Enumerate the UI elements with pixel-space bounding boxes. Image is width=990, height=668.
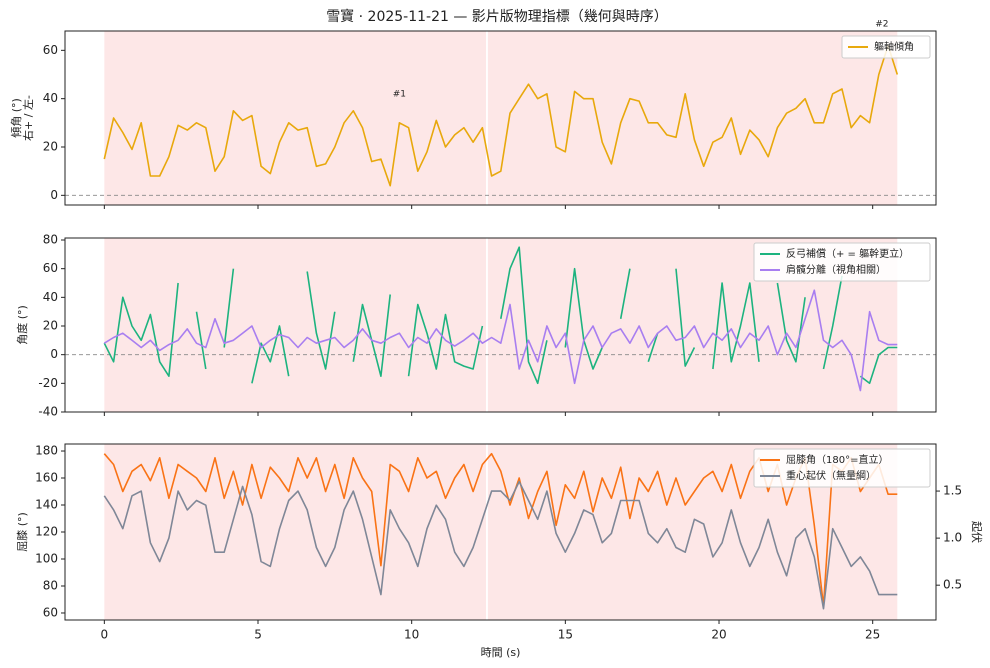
y2-tick-label: 1.5 xyxy=(943,484,962,498)
shaded-span xyxy=(104,31,487,205)
y-tick-label: 180 xyxy=(35,444,58,458)
y-tick-label: 60 xyxy=(43,261,58,275)
x-tick-label: 0 xyxy=(101,628,109,642)
annotation: #2 xyxy=(875,19,888,29)
y-tick-label: 0 xyxy=(50,188,58,202)
y-tick-label: 120 xyxy=(35,525,58,539)
x-axis-label: 時間 (s) xyxy=(481,646,521,659)
y2-tick-label: 0.5 xyxy=(943,578,962,592)
annotation: #1 xyxy=(393,89,406,99)
legend-label: 反弓補償（+ = 軀幹更立） xyxy=(786,247,909,260)
legend-label: 肩髖分離（視角相關） xyxy=(786,263,886,276)
axes-frame xyxy=(64,237,937,413)
legend-box xyxy=(841,35,931,59)
y2-tick-label: 1.0 xyxy=(943,531,962,545)
legend-label: 軀軸傾角 xyxy=(874,40,914,53)
y-tick-label: 60 xyxy=(43,605,58,619)
y-tick-label: 60 xyxy=(43,43,58,57)
y-tick-label: 40 xyxy=(43,290,58,304)
y-tick-label: 100 xyxy=(35,551,58,565)
x-tick-label: 5 xyxy=(254,628,262,642)
x-tick-label: 10 xyxy=(404,628,419,642)
axes-frame xyxy=(64,443,937,621)
y-tick-label: 160 xyxy=(35,471,58,485)
y-tick-label: 80 xyxy=(43,578,58,592)
y-tick-label: 20 xyxy=(43,140,58,154)
shaded-span xyxy=(104,444,487,620)
y-tick-label: 40 xyxy=(43,91,58,105)
shaded-span xyxy=(104,238,487,412)
y-tick-label: 140 xyxy=(35,498,58,512)
y-axis-label: 角度 (°) xyxy=(15,305,29,345)
series-line xyxy=(103,44,899,187)
y-axis-label: 傾角 (°) xyxy=(9,98,23,138)
x-tick-label: 15 xyxy=(558,628,573,642)
series-line xyxy=(103,480,898,610)
y-tick-label: 80 xyxy=(43,233,58,247)
legend-label: 重心起伏（無量綱） xyxy=(786,469,876,482)
legend-box xyxy=(753,448,931,488)
y-tick-label: 20 xyxy=(43,319,58,333)
y-tick-label: -20 xyxy=(38,376,58,390)
legend-box xyxy=(753,242,931,282)
x-tick-label: 20 xyxy=(711,628,726,642)
series-line xyxy=(103,289,898,392)
y-tick-label: -40 xyxy=(38,405,58,419)
x-tick-label: 25 xyxy=(865,628,880,642)
shaded-span xyxy=(487,31,898,205)
figure-title: 雪寶 · 2025-11-21 — 影片版物理指標（幾何與時序） xyxy=(326,9,668,25)
y2-axis-label: 起伏 xyxy=(970,521,984,543)
legend-label: 屈膝角（180°=直立） xyxy=(786,453,888,466)
axes-frame xyxy=(64,30,937,206)
y-axis-label: 右+ / 左- xyxy=(21,95,35,141)
y-tick-label: 0 xyxy=(50,347,58,361)
y-axis-label: 屈膝 (°) xyxy=(16,512,29,552)
